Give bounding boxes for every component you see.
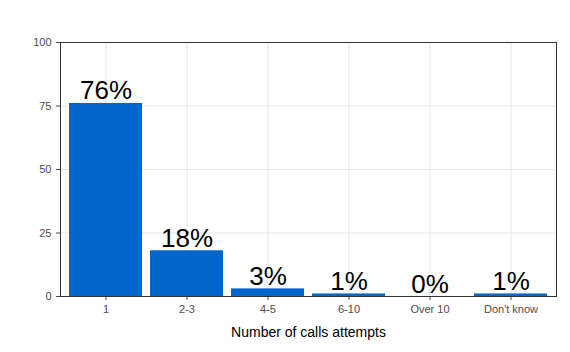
svg-text:1%: 1% — [330, 266, 368, 296]
svg-text:4-5: 4-5 — [260, 303, 276, 315]
svg-text:76%: 76% — [80, 75, 132, 105]
svg-text:Over 10: Over 10 — [410, 303, 449, 315]
svg-text:Don't know: Don't know — [484, 303, 538, 315]
svg-text:50: 50 — [39, 163, 51, 175]
svg-text:2-3: 2-3 — [179, 303, 195, 315]
svg-text:18%: 18% — [161, 223, 213, 253]
svg-text:6-10: 6-10 — [338, 303, 360, 315]
svg-text:75: 75 — [39, 100, 51, 112]
svg-text:0%: 0% — [411, 269, 449, 299]
svg-text:Number of calls attempts: Number of calls attempts — [231, 324, 386, 340]
svg-text:25: 25 — [39, 227, 51, 239]
svg-text:0: 0 — [45, 290, 51, 302]
svg-text:1%: 1% — [492, 266, 530, 296]
svg-text:3%: 3% — [249, 261, 287, 291]
svg-text:1: 1 — [103, 303, 109, 315]
svg-text:100: 100 — [33, 36, 51, 48]
